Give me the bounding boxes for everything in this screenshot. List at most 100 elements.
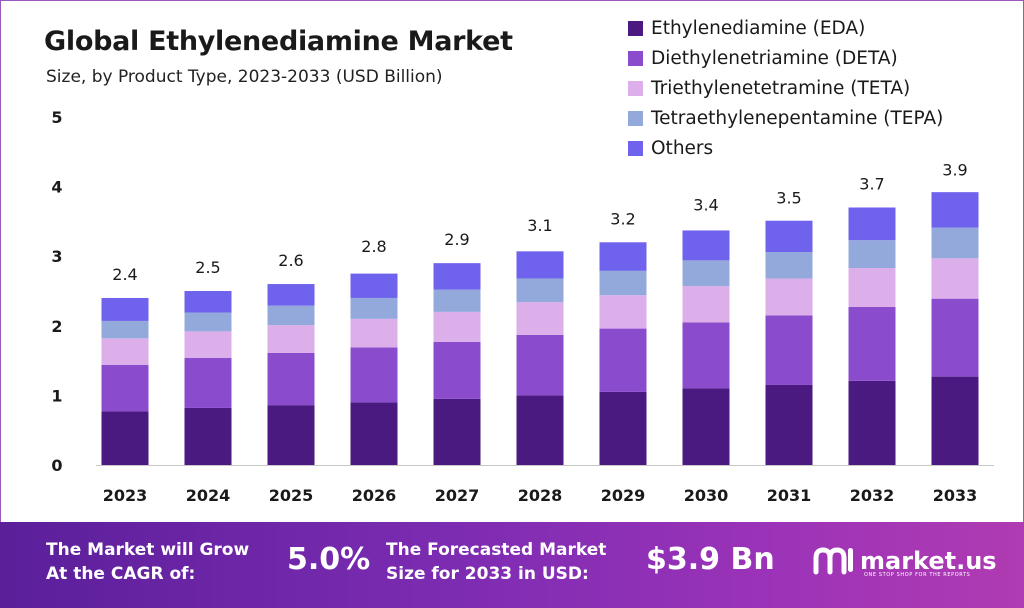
bar-segment-tepa-2026 xyxy=(350,297,398,319)
total-label-2027: 2.9 xyxy=(444,230,469,249)
bar-segment-eda-2031 xyxy=(765,384,813,465)
bar-segment-teta-2033 xyxy=(931,258,979,299)
bar-segment-teta-2029 xyxy=(599,295,647,329)
bar-chart: 0 1 2 3 4 5 2.4 2023 2.5 2024 2.6 2025 2.8 2026 2.9 202… xyxy=(51,108,994,505)
bar-segment-teta-2031 xyxy=(765,278,813,316)
bar-segment-deta-2032 xyxy=(848,307,896,381)
bar-segment-eda-2026 xyxy=(350,402,398,465)
y-tick-label: 0 xyxy=(51,456,62,475)
bar-segment-others-2028 xyxy=(516,251,564,279)
legend-item-teta: Triethylenetetramine (TETA) xyxy=(628,73,943,103)
y-tick-label: 3 xyxy=(51,247,62,266)
x-tick-label-2027: 2027 xyxy=(435,486,480,505)
bar-segment-deta-2028 xyxy=(516,334,564,396)
bar-segment-teta-2032 xyxy=(848,268,896,308)
total-label-2026: 2.8 xyxy=(361,237,386,256)
bar-segment-teta-2026 xyxy=(350,318,398,348)
bar-segment-teta-2027 xyxy=(433,311,481,342)
bar-segment-tepa-2023 xyxy=(101,320,149,339)
bar-segment-tepa-2029 xyxy=(599,270,647,296)
bar-segment-eda-2023 xyxy=(101,411,149,465)
y-tick-label: 1 xyxy=(51,386,62,405)
bar-segment-eda-2033 xyxy=(931,376,979,465)
bar-segment-teta-2024 xyxy=(184,331,232,358)
total-label-2029: 3.2 xyxy=(610,209,635,228)
bar-segment-others-2033 xyxy=(931,192,979,228)
bar-segment-eda-2025 xyxy=(267,405,315,465)
legend-label-deta: Diethylenetriamine (DETA) xyxy=(651,47,898,69)
bar-segment-teta-2023 xyxy=(101,338,149,365)
bar-segment-deta-2030 xyxy=(682,322,730,389)
legend-item-tepa: Tetraethylenepentamine (TEPA) xyxy=(628,103,943,133)
bar-segment-deta-2029 xyxy=(599,328,647,392)
y-tick-label: 5 xyxy=(51,108,62,127)
x-tick-label-2024: 2024 xyxy=(186,486,231,505)
legend-swatch-deta xyxy=(628,50,643,66)
y-tick-label: 4 xyxy=(51,178,62,197)
bar-segment-deta-2033 xyxy=(931,298,979,377)
chart-legend: Ethylenediamine (EDA) Diethylenetriamine… xyxy=(628,13,943,163)
forecast-caption-line1: The Forecasted Market xyxy=(386,540,607,560)
bar-segment-deta-2024 xyxy=(184,357,232,408)
bar-segment-others-2031 xyxy=(765,220,813,253)
bar-segment-teta-2030 xyxy=(682,286,730,323)
bar-segment-eda-2030 xyxy=(682,388,730,465)
brand-tagline: ONE STOP SHOP FOR THE REPORTS xyxy=(864,572,971,578)
legend-label-others: Others xyxy=(651,137,714,159)
chart-subtitle: Size, by Product Type, 2023-2033 (USD Bi… xyxy=(46,67,443,87)
legend-swatch-others xyxy=(628,140,643,156)
brand-name: market.us xyxy=(860,547,997,575)
bar-segment-others-2023 xyxy=(101,297,149,321)
legend-item-deta: Diethylenetriamine (DETA) xyxy=(628,43,943,73)
y-tick-label: 2 xyxy=(51,317,62,336)
bar-segment-tepa-2024 xyxy=(184,312,232,332)
forecast-caption-line2: Size for 2033 in USD: xyxy=(386,564,589,584)
market-us-logo-icon xyxy=(813,547,853,575)
legend-item-eda: Ethylenediamine (EDA) xyxy=(628,13,943,43)
bar-segment-eda-2029 xyxy=(599,391,647,465)
bar-segment-tepa-2030 xyxy=(682,260,730,287)
bar-segment-eda-2024 xyxy=(184,407,232,465)
bar-segment-teta-2025 xyxy=(267,325,315,353)
cagr-value: 5.0% xyxy=(287,542,371,577)
bar-segment-tepa-2031 xyxy=(765,252,813,279)
bar-segment-others-2025 xyxy=(267,284,315,306)
brand-logo: market.us xyxy=(812,544,997,578)
total-label-2028: 3.1 xyxy=(527,216,552,235)
bar-segment-deta-2025 xyxy=(267,352,315,406)
bar-segment-deta-2026 xyxy=(350,347,398,403)
total-label-2033: 3.9 xyxy=(942,161,967,180)
legend-label-eda: Ethylenediamine (EDA) xyxy=(651,17,866,39)
bar-segment-tepa-2028 xyxy=(516,278,564,303)
legend-swatch-tepa xyxy=(628,110,643,126)
total-label-2023: 2.4 xyxy=(112,265,137,284)
total-label-2025: 2.6 xyxy=(278,251,303,270)
bar-segment-eda-2032 xyxy=(848,380,896,465)
x-tick-label-2031: 2031 xyxy=(767,486,812,505)
bar-segment-deta-2031 xyxy=(765,315,813,385)
x-tick-label-2025: 2025 xyxy=(269,486,314,505)
bar-segment-tepa-2025 xyxy=(267,305,315,326)
x-tick-label-2030: 2030 xyxy=(684,486,729,505)
forecast-value: $3.9 Bn xyxy=(646,542,775,577)
x-tick-label-2026: 2026 xyxy=(352,486,397,505)
bar-segment-eda-2027 xyxy=(433,398,481,465)
forecast-caption: The Forecasted Market Size for 2033 in U… xyxy=(386,538,606,586)
bar-segment-tepa-2032 xyxy=(848,240,896,269)
x-tick-label-2033: 2033 xyxy=(933,486,978,505)
legend-swatch-teta xyxy=(628,80,643,96)
bar-segment-others-2029 xyxy=(599,242,647,271)
bar-segment-deta-2023 xyxy=(101,364,149,412)
total-label-2031: 3.5 xyxy=(776,188,801,207)
bar-segment-teta-2028 xyxy=(516,302,564,335)
bar-segment-others-2027 xyxy=(433,263,481,290)
legend-swatch-eda xyxy=(628,20,643,36)
bar-segment-tepa-2033 xyxy=(931,227,979,259)
bar-segment-others-2030 xyxy=(682,230,730,261)
bar-segment-tepa-2027 xyxy=(433,289,481,312)
legend-item-others: Others xyxy=(628,133,943,163)
x-tick-label-2023: 2023 xyxy=(103,486,148,505)
bar-segment-others-2032 xyxy=(848,207,896,241)
footer-banner: The Market will Grow At the CAGR of: 5.0… xyxy=(0,522,1024,608)
x-tick-label-2028: 2028 xyxy=(518,486,563,505)
